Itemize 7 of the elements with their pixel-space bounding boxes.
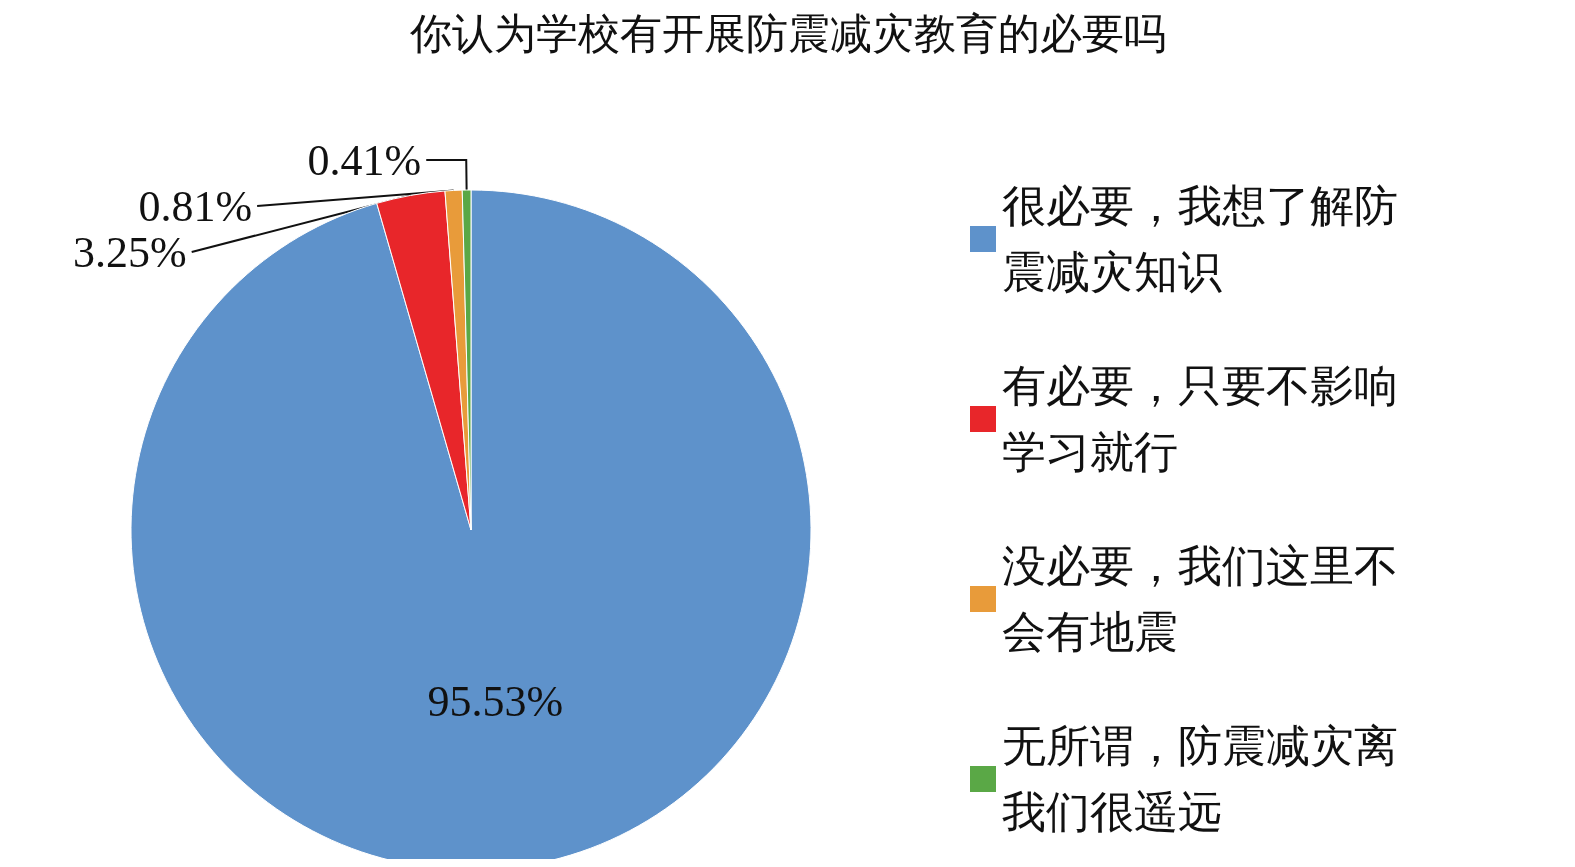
legend-label: 无所谓，防震减灾离我们很遥远 <box>1002 721 1398 837</box>
legend-label: 很必要，我想了解防震减灾知识 <box>1002 181 1398 297</box>
chart-title: 你认为学校有开展防震减灾教育的必要吗 <box>408 11 1166 57</box>
legend-label: 有必要，只要不影响学习就行 <box>1002 361 1398 477</box>
legend-label: 没必要，我们这里不会有地震 <box>1002 541 1398 657</box>
data-label: 0.41% <box>307 135 422 185</box>
data-label: 95.53% <box>427 676 564 726</box>
